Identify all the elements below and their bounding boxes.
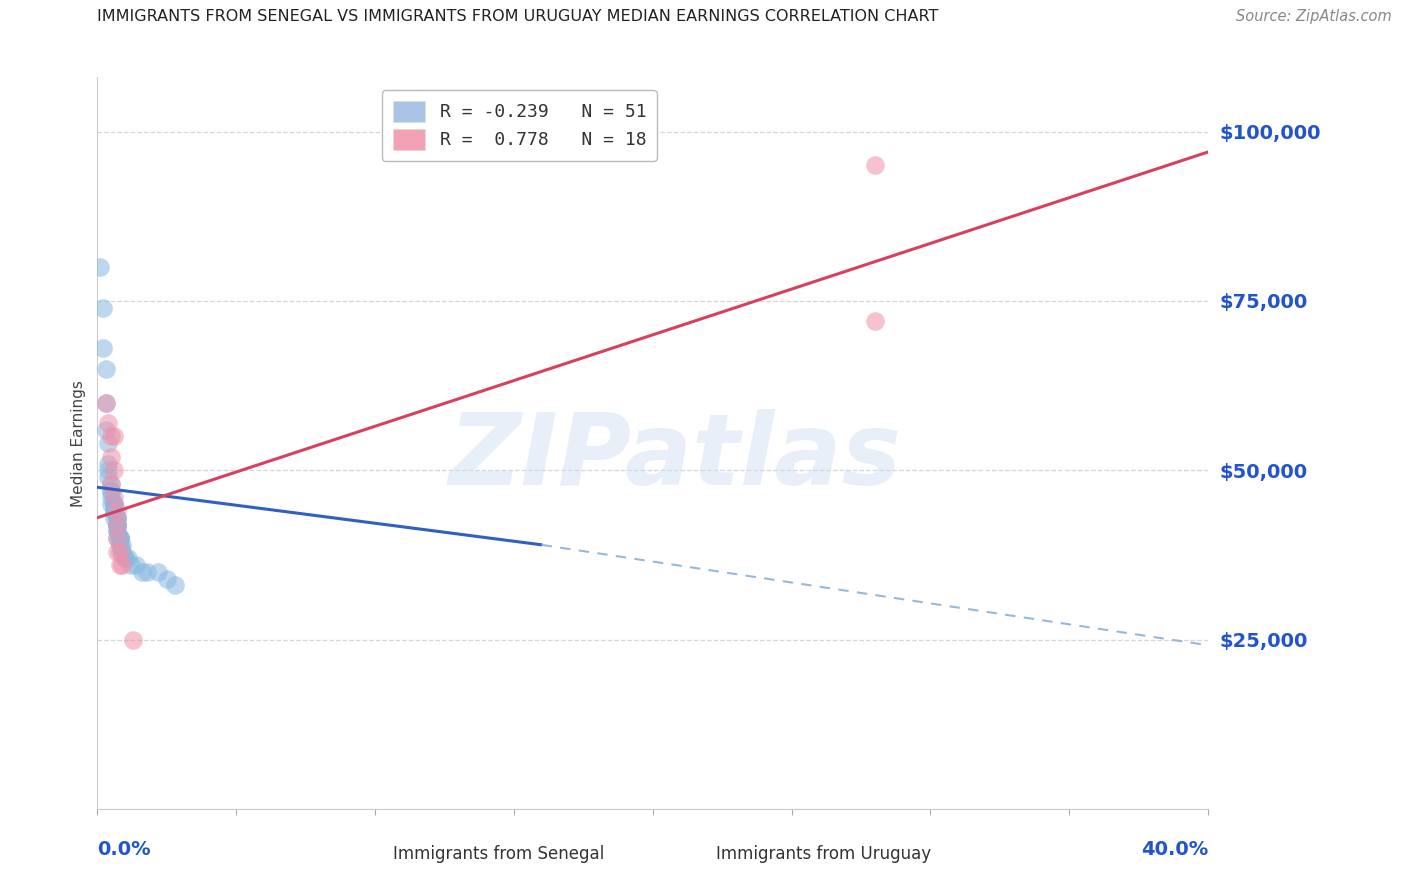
Point [108, 538, 131, 552]
Text: 40.0%: 40.0% [1140, 840, 1208, 859]
Text: 0.0%: 0.0% [97, 840, 150, 859]
Point [148, 565, 170, 579]
Point [105, 531, 128, 545]
Point [103, 504, 125, 518]
Point [111, 538, 134, 552]
Point [105, 517, 128, 532]
Point [105, 517, 128, 532]
Point [114, 551, 136, 566]
Point [105, 510, 128, 524]
Point [97, 436, 120, 450]
Point [105, 504, 128, 518]
Point [108, 531, 131, 545]
Point [863, 314, 886, 328]
Point [105, 510, 128, 524]
Point [91, 342, 114, 356]
Point [94, 361, 117, 376]
Point [105, 524, 128, 539]
Point [103, 504, 125, 518]
Point [94, 395, 117, 409]
Point [105, 531, 128, 545]
Point [103, 429, 125, 443]
Point [100, 476, 122, 491]
Point [89, 260, 111, 274]
Text: ZIPatlas: ZIPatlas [449, 409, 901, 507]
Y-axis label: Median Earnings: Median Earnings [72, 380, 86, 507]
Point [100, 483, 122, 498]
Point [100, 491, 122, 505]
Point [863, 159, 886, 173]
Point [165, 578, 187, 592]
Point [97, 470, 120, 484]
Point [108, 531, 131, 545]
Point [108, 538, 131, 552]
Point [111, 544, 134, 558]
Point [100, 450, 122, 464]
Point [91, 301, 114, 315]
Point [125, 558, 148, 573]
Point [103, 497, 125, 511]
Point [105, 524, 128, 539]
Point [103, 497, 125, 511]
Text: Source: ZipAtlas.com: Source: ZipAtlas.com [1236, 9, 1392, 24]
Point [105, 517, 128, 532]
Point [156, 572, 179, 586]
Point [111, 544, 134, 558]
Point [100, 429, 122, 443]
Text: Immigrants from Senegal: Immigrants from Senegal [392, 846, 603, 863]
Point [111, 558, 134, 573]
Point [103, 491, 125, 505]
Point [103, 504, 125, 518]
Point [108, 531, 131, 545]
Point [136, 565, 159, 579]
Point [114, 551, 136, 566]
Point [105, 517, 128, 532]
Point [105, 510, 128, 524]
Point [100, 483, 122, 498]
Point [122, 632, 145, 647]
Point [108, 558, 131, 573]
Point [103, 463, 125, 477]
Point [131, 565, 153, 579]
Legend: R = -0.239   N = 51, R =  0.778   N = 18: R = -0.239 N = 51, R = 0.778 N = 18 [382, 90, 657, 161]
Point [105, 544, 128, 558]
Point [103, 510, 125, 524]
Point [100, 476, 122, 491]
Point [97, 463, 120, 477]
Point [100, 497, 122, 511]
Point [94, 395, 117, 409]
Point [117, 551, 139, 566]
Point [108, 544, 131, 558]
Point [94, 423, 117, 437]
Point [105, 517, 128, 532]
Point [120, 558, 142, 573]
Point [97, 457, 120, 471]
Text: IMMIGRANTS FROM SENEGAL VS IMMIGRANTS FROM URUGUAY MEDIAN EARNINGS CORRELATION C: IMMIGRANTS FROM SENEGAL VS IMMIGRANTS FR… [97, 9, 939, 24]
Point [108, 531, 131, 545]
Text: Immigrants from Uruguay: Immigrants from Uruguay [716, 846, 931, 863]
Point [97, 416, 120, 430]
Point [103, 497, 125, 511]
